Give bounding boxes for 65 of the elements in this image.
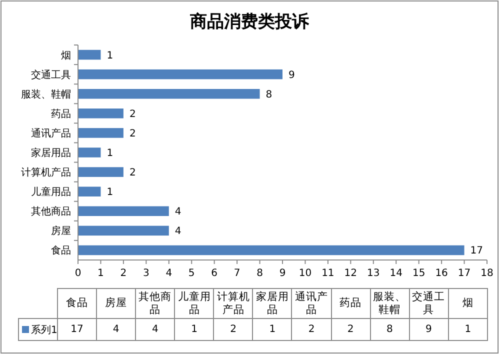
data-label: 2 [129,128,136,140]
x-tick-label: 5 [188,268,195,279]
text: 8 [370,318,410,340]
x-tick-label: 15 [412,268,426,279]
category-label: 其他商品 [138,290,172,316]
text: 2 [292,318,332,340]
text: 1 [448,318,488,340]
y-tick-label: 通讯产品 [31,127,71,140]
x-tick-label: 17 [458,268,471,279]
x-tick-label: 10 [298,268,312,279]
chart-title: 商品消费类投诉 [189,12,310,32]
x-tick-label: 14 [390,268,402,279]
data-label: 2 [129,108,136,120]
y-tick-label: 食品 [51,244,71,257]
category-label: 儿童用品 [178,290,211,316]
text: 4 [136,318,175,340]
data-label: 9 [288,70,295,81]
x-tick-label: 4 [166,268,172,279]
y-tick-label: 烟 [61,49,71,62]
category-label: 计算机产品 [216,290,250,316]
data-label: 8 [266,89,272,100]
x-tick-label: 2 [120,268,127,279]
data-label: 1 [106,148,114,159]
text: 2 [214,318,253,340]
text: 2 [331,318,370,340]
y-tick-label: 计算机产品 [21,166,71,179]
x-tick-label: 16 [435,268,448,279]
x-tick-label: 6 [211,268,218,279]
category-label: 药品 [340,297,362,309]
data-label: 4 [174,226,182,238]
x-tick-label: 9 [279,268,286,279]
category-label: 食品 [66,297,88,309]
x-tick-label: 1 [98,268,104,279]
category-label: 烟 [462,297,474,309]
text: 1 [252,318,292,340]
data-label: 17 [470,246,484,257]
x-tick-label: 8 [256,268,263,279]
y-tick-label: 儿童用品 [31,186,71,198]
y-tick-label: 其他商品 [31,206,71,218]
text: 9 [409,318,448,340]
category-label: 通讯产品 [295,290,328,316]
data-label: 2 [129,168,136,179]
x-tick-label: 0 [74,268,82,279]
y-tick-label: 交通工具 [31,68,71,81]
y-tick-label: 家居用品 [31,147,71,159]
category-label: 家居用品 [256,290,289,316]
data-label: 1 [106,187,114,198]
category-label: 交通工具 [412,290,446,316]
x-tick-label: 7 [234,268,240,279]
legend-label: 系列1 [18,318,58,340]
x-tick-label: 11 [322,268,334,279]
x-tick-label: 13 [367,268,380,279]
x-tick-label: 3 [142,268,150,279]
data-label: 4 [174,206,182,218]
data-label: 1 [106,50,114,62]
y-tick-label: 房屋 [51,225,71,238]
x-tick-label: 12 [344,268,358,279]
category-label: 服装、鞋帽 [373,290,406,316]
y-tick-label: 药品 [51,108,71,120]
text: 1 [174,318,214,340]
text: 17 [58,318,97,340]
y-tick-label: 服装、鞋帽 [21,88,71,100]
x-tick-label: 18 [480,268,494,279]
category-label: 房屋 [105,297,128,309]
text: 4 [96,318,136,340]
